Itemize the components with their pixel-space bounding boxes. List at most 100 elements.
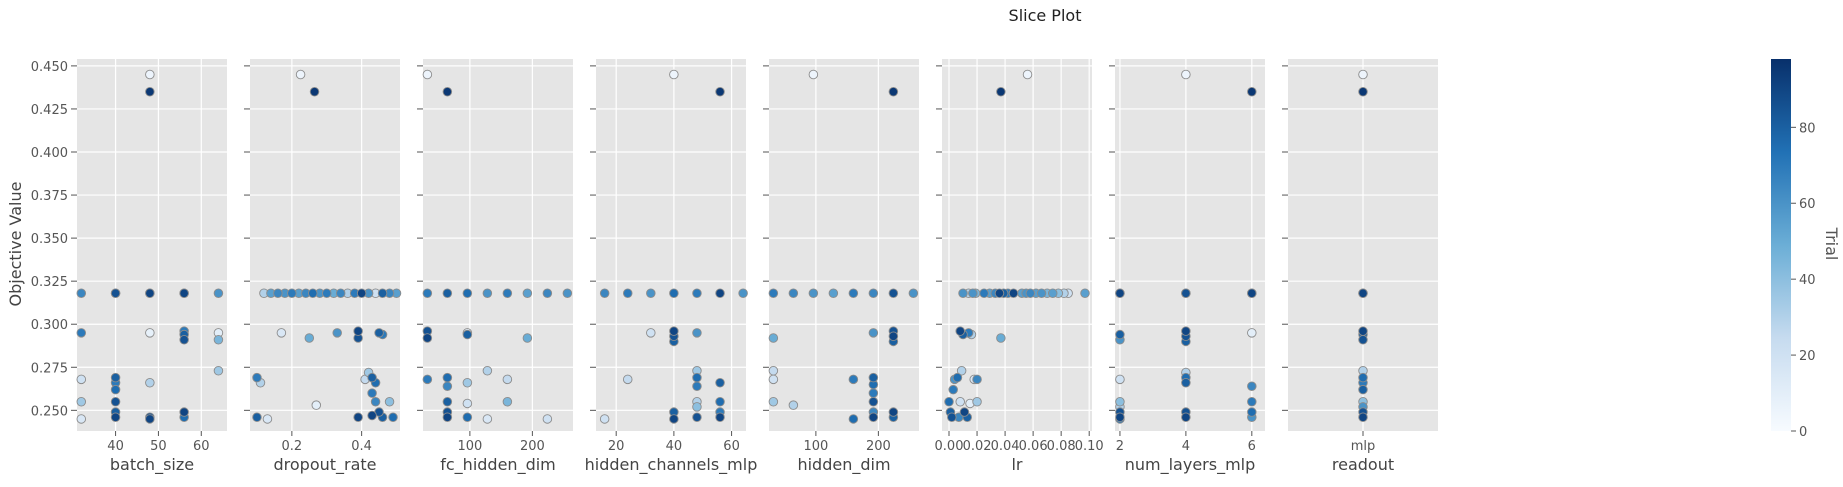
data-point [482,414,493,424]
colorbar-tick-label: 20 [1799,349,1816,364]
data-point [1047,288,1058,298]
data-point [646,288,656,298]
data-point [848,414,859,424]
data-point [646,328,656,338]
data-point [522,288,533,298]
data-point [788,288,799,298]
data-point [179,407,189,417]
data-point [692,402,702,412]
data-point [110,396,121,407]
colorbar-tick-label: 80 [1799,121,1816,136]
data-point [1181,326,1191,336]
data-point [972,396,982,407]
data-point [145,86,155,97]
data-point [76,414,87,424]
data-point [1080,288,1090,298]
x-axis-label: hidden_dim [797,455,890,475]
panel-background [77,59,227,431]
data-point [848,374,859,385]
data-point [669,69,679,80]
colorbar-tick-label: 0 [1799,425,1807,440]
x-tick-label: 100 [803,439,828,454]
data-point [868,412,879,422]
data-point [145,288,155,298]
data-point [868,288,879,298]
x-axis-label: fc_hidden_dim [440,455,556,475]
data-point [1181,412,1191,422]
y-tick-label: 0.325 [31,275,68,290]
data-point [738,288,748,298]
data-point [462,412,473,422]
data-point [1247,328,1257,338]
data-point [179,334,189,345]
data-point [868,396,879,407]
data-point [1358,69,1368,80]
x-tick-label: 0.2 [282,439,303,454]
data-point [1358,288,1368,298]
x-tick-label: mlp [1351,439,1376,454]
x-tick-label: 20 [608,439,625,454]
data-point [599,414,610,424]
data-point [808,69,819,80]
data-point [599,288,610,298]
x-tick-label: 2 [1116,439,1124,454]
x-tick-label: 60 [723,439,740,454]
data-point [956,365,967,376]
panel-background [942,59,1092,431]
data-point [304,333,315,343]
data-point [1247,396,1257,407]
colorbar-gradient [1771,59,1791,431]
data-point [502,396,513,407]
data-point [353,326,363,336]
chart-title: Slice Plot [1009,6,1082,25]
data-point [968,288,978,298]
data-point [959,407,970,417]
data-point [422,333,433,343]
data-point [715,396,725,407]
x-axis-label: batch_size [110,455,194,475]
data-point [1115,412,1125,422]
data-point [76,396,87,407]
data-point [828,288,839,298]
data-point [462,329,473,340]
data-point [996,333,1006,343]
data-point [1247,381,1257,391]
x-tick-label: 200 [866,439,891,454]
data-point [768,374,779,385]
data-point [1008,288,1019,298]
data-point [388,412,398,422]
data-point [808,288,819,298]
data-point [442,396,453,407]
data-point [377,288,388,298]
data-point [944,396,954,407]
data-point [888,407,899,417]
data-point [868,372,879,383]
data-point [669,326,679,336]
data-point [482,288,493,298]
data-point [1358,384,1368,395]
x-tick-label: 6 [1248,439,1256,454]
data-point [422,288,433,298]
data-point [1247,86,1257,97]
colorbar-tick-label: 40 [1799,273,1816,288]
data-point [110,384,121,395]
data-point [374,328,384,338]
data-point [888,86,899,97]
data-point [502,374,513,385]
data-point [442,288,453,298]
x-axis-label: readout [1332,455,1394,474]
data-point [622,288,633,298]
data-point [367,372,377,383]
data-point [888,288,899,298]
data-point [295,69,306,80]
panel-background [1115,59,1265,431]
data-point [848,288,859,298]
data-point [76,288,87,298]
data-point [692,328,702,338]
